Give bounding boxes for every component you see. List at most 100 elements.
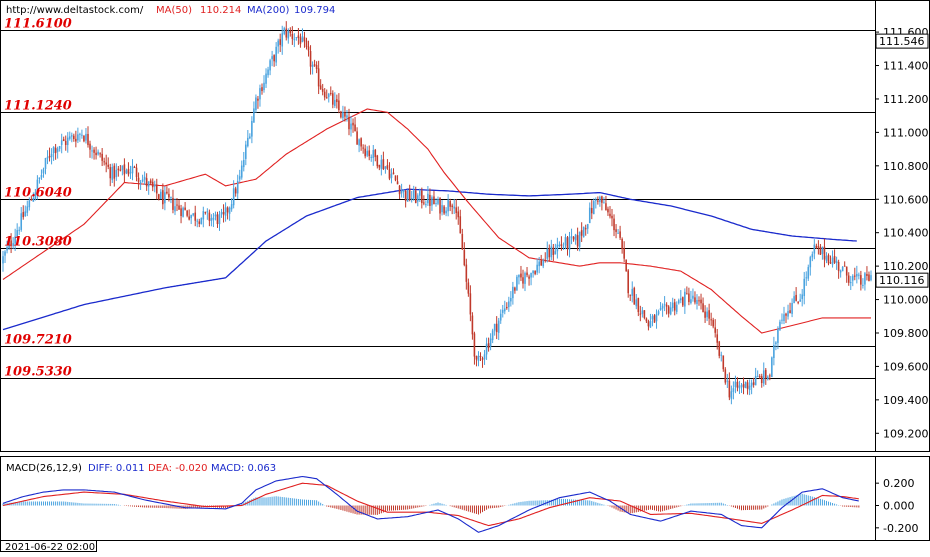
candle-body bbox=[453, 206, 455, 209]
candle-body bbox=[823, 246, 826, 260]
candle-body bbox=[216, 214, 219, 225]
candle-body bbox=[265, 73, 267, 84]
macd-indicator bbox=[2, 475, 860, 533]
candle-body bbox=[66, 137, 69, 146]
candle-body bbox=[712, 319, 714, 327]
candle-body bbox=[639, 313, 642, 315]
ma200-label: MA(200) bbox=[247, 5, 289, 16]
candle-body bbox=[439, 198, 441, 214]
candle-body bbox=[141, 179, 144, 182]
candle-body bbox=[137, 177, 140, 182]
candle-body bbox=[831, 257, 834, 265]
candle-body bbox=[263, 82, 265, 91]
candle-body bbox=[627, 270, 629, 294]
candle-body bbox=[277, 40, 279, 47]
candle-body bbox=[471, 315, 474, 335]
candle-body bbox=[350, 123, 352, 130]
candle-body bbox=[781, 319, 783, 321]
candle-body bbox=[249, 136, 251, 139]
candle-body bbox=[257, 98, 259, 101]
candle-body bbox=[516, 276, 518, 291]
candle-body bbox=[510, 297, 512, 302]
candle-body bbox=[30, 198, 33, 201]
candle-body bbox=[348, 116, 350, 130]
candle-body bbox=[791, 302, 793, 314]
candle-body bbox=[364, 148, 366, 157]
candle-body bbox=[384, 166, 387, 169]
candle-body bbox=[797, 302, 799, 304]
candle-body bbox=[342, 111, 344, 119]
candle-body bbox=[192, 213, 194, 216]
candle-body bbox=[275, 46, 277, 63]
candle-body bbox=[437, 199, 439, 204]
candle-body bbox=[83, 135, 85, 142]
candle-body bbox=[313, 64, 316, 66]
candle-body bbox=[841, 266, 844, 272]
candle-body bbox=[125, 170, 128, 174]
candle-body bbox=[704, 311, 706, 318]
candle-body bbox=[139, 182, 142, 184]
candle-body bbox=[746, 382, 749, 389]
candle-body bbox=[77, 134, 79, 141]
candle-body bbox=[28, 200, 31, 208]
candle-body bbox=[206, 211, 209, 213]
candle-body bbox=[554, 251, 557, 255]
candle-body bbox=[542, 260, 545, 267]
candle-body bbox=[538, 261, 540, 267]
candle-body bbox=[473, 333, 476, 357]
candle-body bbox=[427, 193, 429, 204]
candle-body bbox=[245, 144, 247, 159]
candle-body bbox=[81, 134, 83, 136]
candle-body bbox=[153, 184, 156, 187]
candle-body bbox=[477, 355, 480, 361]
candle-body bbox=[99, 153, 101, 155]
macd-title: MACD(26,12,9) bbox=[6, 463, 82, 474]
candle-body bbox=[305, 40, 308, 48]
candle-body bbox=[155, 184, 158, 194]
candle-body bbox=[406, 190, 409, 202]
candle-body bbox=[105, 162, 107, 165]
candle-body bbox=[421, 190, 423, 204]
candle-body bbox=[475, 356, 478, 360]
candle-body bbox=[663, 304, 666, 306]
candle-body bbox=[655, 313, 658, 322]
candle-body bbox=[803, 278, 806, 297]
candle-body bbox=[317, 68, 320, 87]
level-labels: 111.6100 111.1240 110.6040 110.3080 109.7210… bbox=[4, 17, 72, 380]
candle-body bbox=[706, 311, 708, 318]
candle-body bbox=[686, 293, 688, 295]
macd-tick-label: -0.200 bbox=[883, 522, 918, 535]
price-tag-label: 111.546 bbox=[879, 35, 925, 48]
candle-body bbox=[849, 282, 852, 284]
candle-body bbox=[611, 215, 613, 219]
candle-body bbox=[661, 305, 664, 309]
candle-body bbox=[607, 208, 609, 213]
candle-body bbox=[584, 228, 587, 230]
candle-body bbox=[24, 211, 27, 216]
candle-body bbox=[665, 304, 668, 307]
candle-body bbox=[34, 192, 37, 199]
candle-body bbox=[860, 275, 862, 285]
candle-body bbox=[582, 226, 585, 238]
candle-body bbox=[378, 164, 381, 168]
candle-body bbox=[93, 149, 95, 153]
candle-body bbox=[449, 201, 451, 207]
candle-body bbox=[64, 140, 67, 146]
candle-body bbox=[54, 147, 57, 154]
candle-body bbox=[720, 354, 723, 356]
candle-body bbox=[837, 262, 840, 271]
candle-body bbox=[12, 243, 14, 247]
candle-body bbox=[208, 212, 211, 221]
candle-body bbox=[135, 167, 138, 178]
candle-body bbox=[680, 298, 682, 301]
candle-body bbox=[68, 136, 71, 139]
candle-body bbox=[659, 308, 662, 311]
candle-body bbox=[481, 358, 484, 360]
candle-body bbox=[445, 210, 447, 214]
candle-body bbox=[605, 203, 607, 211]
candle-body bbox=[742, 384, 745, 388]
price-tick-label: 110.800 bbox=[883, 160, 929, 173]
candle-body bbox=[617, 232, 619, 234]
candle-body bbox=[787, 311, 789, 317]
